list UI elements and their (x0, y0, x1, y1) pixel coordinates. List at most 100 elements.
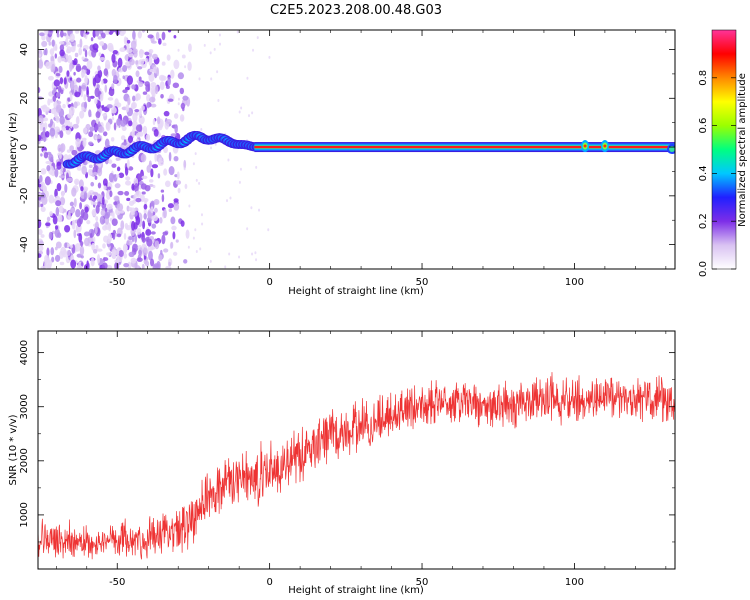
heatmap-speckle (172, 231, 176, 240)
heatmap-speckle (103, 185, 107, 191)
heatmap-speckle (170, 69, 175, 79)
heatmap-speckle (163, 146, 168, 154)
x-tick-label: 100 (565, 577, 584, 588)
heatmap-speckle (113, 195, 120, 202)
heatmap-speckle (122, 243, 128, 254)
heatmap-speckle (101, 79, 104, 85)
heatmap-speckle (175, 239, 179, 243)
x-tick-label: -50 (109, 277, 125, 288)
colorbar-tick-label: 0.6 (698, 118, 709, 134)
heatmap-speckle (40, 192, 46, 199)
heatmap-speckle (65, 125, 70, 131)
heatmap-speckle (117, 190, 124, 196)
heatmap-speckle (130, 257, 137, 264)
heatmap-speckle (63, 167, 66, 173)
heatmap-speckle (59, 77, 64, 85)
heatmap-speckle (216, 70, 219, 74)
heatmap-speckle (175, 180, 182, 185)
heatmap-speckle (150, 103, 157, 108)
heatmap-speckle (61, 190, 65, 198)
heatmap-speckle (43, 152, 49, 159)
heatmap-speckle (55, 241, 62, 249)
heatmap-speckle (135, 124, 143, 132)
heatmap-speckle (213, 47, 216, 51)
heatmap-speckle (156, 67, 160, 77)
heatmap-speckle (51, 63, 56, 73)
heatmap-speckle (70, 259, 77, 269)
heatmap-speckle (58, 65, 63, 74)
heatmap-speckle (152, 118, 156, 126)
heatmap-speckle (112, 233, 116, 240)
heatmap-speckle (163, 168, 168, 176)
heatmap-speckle (92, 172, 98, 176)
heatmap-speckle (226, 199, 229, 203)
heatmap-speckle (89, 126, 95, 132)
heatmap-speckle (62, 103, 66, 109)
heatmap-speckle (58, 175, 65, 179)
heatmap-speckle (79, 38, 83, 49)
heatmap-speckle (209, 259, 212, 263)
heatmap-speckle (54, 167, 59, 178)
heatmap-speckle (146, 217, 152, 224)
heatmap-speckle (67, 210, 71, 220)
heatmap-speckle (80, 69, 86, 78)
heatmap-speckle (38, 87, 41, 94)
heatmap-speckle (198, 181, 201, 185)
heatmap-speckle (82, 137, 87, 148)
heatmap-speckle (48, 153, 54, 162)
heatmap-speckle (108, 172, 115, 183)
heatmap-speckle (256, 36, 259, 40)
heatmap-speckle (153, 198, 160, 206)
heatmap-speckle (69, 122, 73, 129)
heatmap-speckle (248, 114, 251, 118)
heatmap-speckle (55, 92, 61, 98)
y-tick-label: -40 (19, 236, 30, 252)
heatmap-speckle (102, 225, 108, 231)
heatmap-speckle (141, 236, 146, 243)
heatmap-speckle (218, 33, 221, 37)
heatmap-speckle (134, 109, 140, 113)
heatmap-speckle (195, 178, 198, 182)
heatmap-speckle (179, 87, 185, 95)
spectrogram-panel: -50 0 50 100 -40 -20 0 20 40 Height of straight … (8, 29, 676, 297)
heatmap-speckle (82, 127, 88, 134)
heatmap-speckle (54, 131, 58, 139)
heatmap-speckle (83, 94, 87, 101)
heatmap-speckle (145, 84, 150, 93)
heatmap-speckle (56, 183, 62, 192)
heatmap-speckle (41, 134, 46, 138)
heatmap-speckle (135, 190, 142, 198)
colorbar-tick-label: 0.0 (698, 261, 709, 277)
heatmap-speckle (73, 197, 77, 208)
heatmap-speckle (66, 249, 71, 256)
heatmap-speckle (49, 127, 56, 137)
heatmap-speckle (46, 263, 52, 269)
heatmap-speckle (106, 239, 111, 245)
heatmap-speckle (141, 105, 145, 111)
heatmap-speckle (154, 152, 158, 163)
heatmap-speckle (170, 133, 177, 137)
heatmap-speckle (258, 208, 261, 212)
heatmap-speckle (126, 159, 130, 169)
heatmap-speckle (41, 40, 48, 48)
heatmap-speckle (251, 111, 254, 115)
heatmap-speckle (44, 176, 51, 186)
heatmap-speckle (108, 45, 114, 52)
heatmap-speckle (173, 34, 177, 39)
heatmap-speckle (52, 215, 58, 225)
heatmap-speckle (73, 101, 78, 109)
heatmap-speckle (59, 171, 63, 175)
snr-frame (37, 330, 676, 570)
heatmap-speckle (71, 219, 76, 230)
heatmap-speckle (167, 98, 174, 102)
heatmap-speckle (66, 149, 71, 153)
heatmap-speckle (135, 60, 139, 65)
heatmap-speckle (44, 30, 49, 36)
heatmap-speckle (246, 76, 249, 80)
heatmap-speckle (53, 79, 61, 87)
heatmap-speckle (55, 72, 61, 77)
heatmap-speckle (164, 180, 171, 188)
heatmap-speckle (79, 215, 83, 225)
heatmap-speckle (111, 163, 117, 168)
heatmap-speckle (86, 86, 89, 95)
